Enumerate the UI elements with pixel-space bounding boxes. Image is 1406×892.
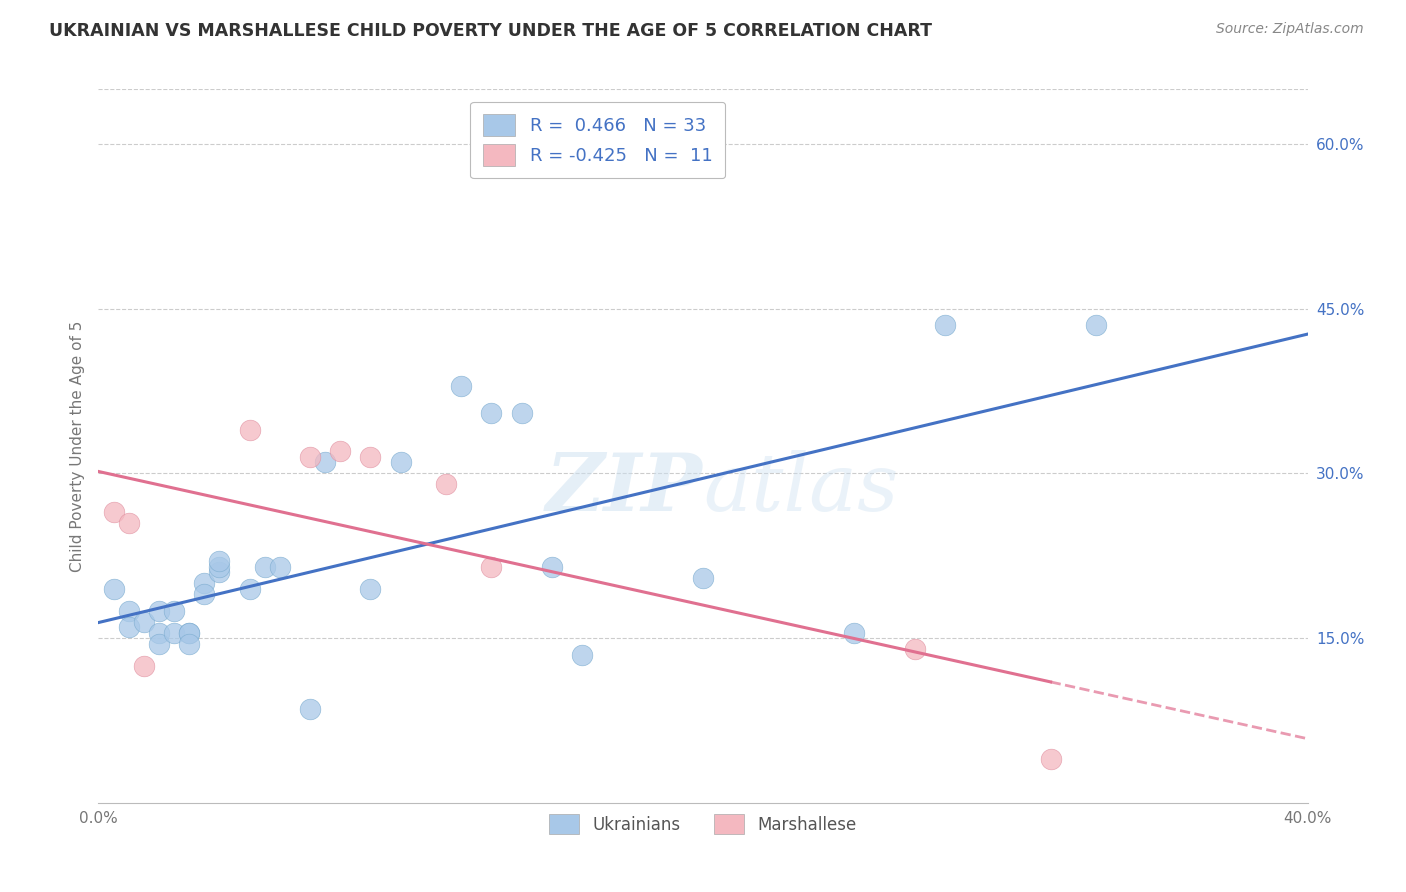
Point <box>269 559 291 574</box>
Point <box>208 559 231 574</box>
Point <box>103 505 125 519</box>
Point <box>179 625 201 640</box>
Point <box>148 637 170 651</box>
Point <box>692 571 714 585</box>
Y-axis label: Child Poverty Under the Age of 5: Child Poverty Under the Age of 5 <box>69 320 84 572</box>
Point <box>360 450 382 464</box>
Point <box>934 318 956 333</box>
Point <box>193 587 215 601</box>
Point <box>163 625 186 640</box>
Point <box>329 444 352 458</box>
Point <box>844 625 866 640</box>
Point <box>904 642 927 657</box>
Point <box>360 582 382 596</box>
Point <box>481 406 503 420</box>
Point <box>299 702 322 716</box>
Point <box>450 378 472 392</box>
Point <box>208 566 231 580</box>
Point <box>148 604 170 618</box>
Point <box>299 450 322 464</box>
Point <box>239 423 262 437</box>
Point <box>132 615 155 629</box>
Point <box>481 559 503 574</box>
Text: Source: ZipAtlas.com: Source: ZipAtlas.com <box>1216 22 1364 37</box>
Point <box>179 637 201 651</box>
Point <box>314 455 336 469</box>
Point <box>132 658 155 673</box>
Point <box>1085 318 1108 333</box>
Point <box>118 604 141 618</box>
Text: UKRAINIAN VS MARSHALLESE CHILD POVERTY UNDER THE AGE OF 5 CORRELATION CHART: UKRAINIAN VS MARSHALLESE CHILD POVERTY U… <box>49 22 932 40</box>
Point <box>193 576 215 591</box>
Point <box>434 477 457 491</box>
Point <box>179 625 201 640</box>
Point <box>103 582 125 596</box>
Point <box>208 554 231 568</box>
Point <box>239 582 262 596</box>
Point <box>148 625 170 640</box>
Text: ZIP: ZIP <box>546 450 703 527</box>
Point <box>571 648 593 662</box>
Point <box>540 559 562 574</box>
Text: atlas: atlas <box>703 450 898 527</box>
Legend: Ukrainians, Marshallese: Ukrainians, Marshallese <box>543 807 863 841</box>
Point <box>253 559 276 574</box>
Point <box>389 455 412 469</box>
Point <box>118 516 141 530</box>
Point <box>118 620 141 634</box>
Point <box>163 604 186 618</box>
Point <box>510 406 533 420</box>
Point <box>1039 752 1062 766</box>
